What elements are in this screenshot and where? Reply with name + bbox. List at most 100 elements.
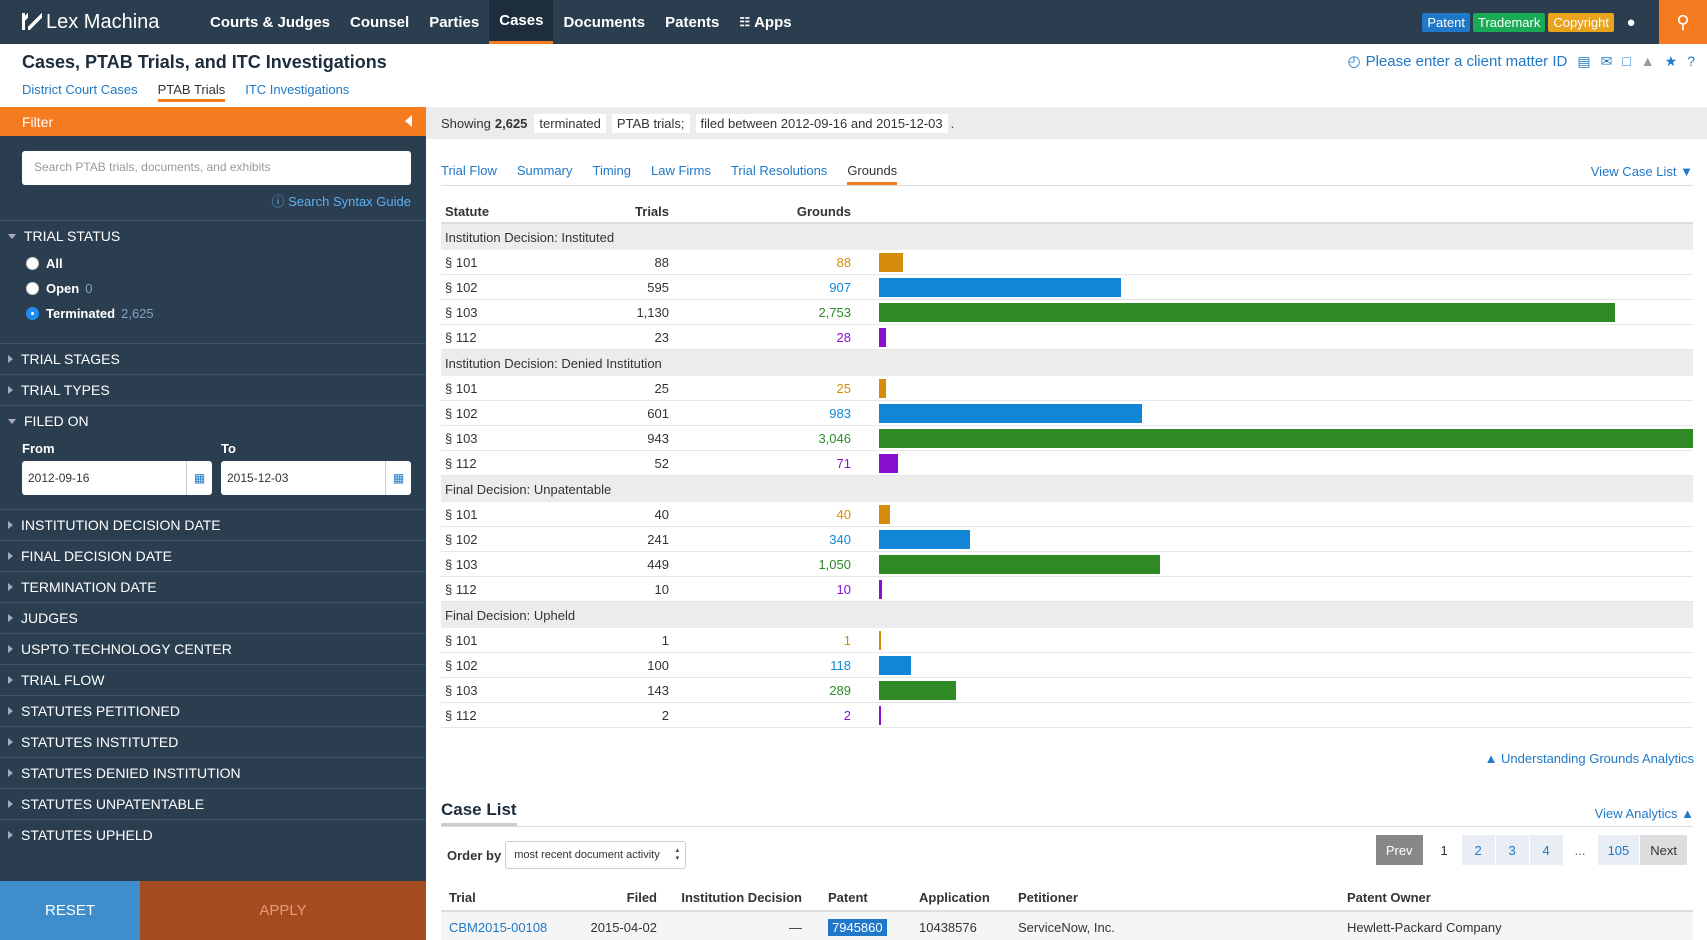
grounds-bar[interactable] [879,303,1615,322]
page-2[interactable]: 2 [1461,835,1495,865]
grounds-bar[interactable] [879,580,882,599]
section-trial-status-header[interactable]: TRIAL STATUS [0,221,426,251]
nav-courts-judges[interactable]: Courts & Judges [210,13,331,31]
tab-grounds[interactable]: Grounds [847,163,898,185]
next-page-button[interactable]: Next [1640,835,1687,865]
section-statutes-unpatentable[interactable]: STATUTES UNPATENTABLE [0,788,426,819]
patent-badge[interactable]: Patent [1422,12,1470,32]
grounds-bar[interactable] [879,681,956,700]
calendar-icon[interactable]: ▦ [186,461,212,495]
grounds-count[interactable]: 28 [836,329,851,345]
section-final-decision-date[interactable]: FINAL DECISION DATE [0,540,426,571]
tab-itc-investigations[interactable]: ITC Investigations [245,82,350,97]
section-statutes-petitioned[interactable]: STATUTES PETITIONED [0,695,426,726]
reset-button[interactable]: RESET [0,881,140,940]
tab-trial-resolutions[interactable]: Trial Resolutions [730,163,828,178]
search-input[interactable]: Search PTAB trials, documents, and exhib… [22,151,411,185]
grounds-count[interactable]: 25 [836,380,851,396]
section-statutes-upheld[interactable]: STATUTES UPHELD [0,819,426,850]
radio-terminated[interactable] [26,307,39,320]
tab-trial-flow[interactable]: Trial Flow [441,163,497,178]
prev-page-button[interactable]: Prev [1375,835,1423,865]
chart-icon[interactable]: ▤ [1577,52,1591,69]
trials-count[interactable]: 25 [654,380,669,396]
summary-status-chip[interactable]: terminated [534,113,606,133]
logo[interactable]: Lex Machina [0,0,200,44]
nav-patents[interactable]: Patents [665,13,720,31]
document-icon[interactable]: □ [1622,53,1631,69]
col-patent[interactable]: Patent [828,889,868,905]
trials-count[interactable]: 143 [647,682,669,698]
grounds-count[interactable]: 10 [836,581,851,597]
nav-cases[interactable]: Cases [489,0,554,44]
grounds-count[interactable]: 118 [830,657,851,673]
col-petitioner[interactable]: Petitioner [1018,889,1078,905]
petitioner[interactable]: ServiceNow, Inc. [1018,919,1115,935]
trials-count[interactable]: 40 [654,506,669,522]
section-institution-decision-date[interactable]: INSTITUTION DECISION DATE [0,509,426,540]
grounds-count[interactable]: 88 [836,254,851,270]
copyright-badge[interactable]: Copyright [1548,12,1614,32]
grounds-count[interactable]: 340 [829,531,851,547]
to-date-field[interactable]: 2015-12-03 ▦ [221,461,411,495]
status-option-open[interactable]: Open 0 [0,276,426,301]
tab-timing[interactable]: Timing [592,163,632,178]
trials-count[interactable]: 241 [647,531,669,547]
from-date-field[interactable]: 2012-09-16 ▦ [22,461,212,495]
section-statutes-instituted[interactable]: STATUTES INSTITUTED [0,726,426,757]
grounds-bar[interactable] [879,278,1121,297]
trials-count[interactable]: 100 [647,657,669,673]
page-3[interactable]: 3 [1495,835,1529,865]
tab-district-court-cases[interactable]: District Court Cases [22,82,138,97]
grounds-count[interactable]: 1,050 [818,556,851,572]
grounds-count[interactable]: 1 [843,632,851,648]
help-icon[interactable]: ? [1687,53,1695,69]
page-4[interactable]: 4 [1529,835,1563,865]
section-uspto-technology-center[interactable]: USPTO TECHNOLOGY CENTER [0,633,426,664]
col-patent-owner[interactable]: Patent Owner [1347,889,1431,905]
section-statutes-denied-institution[interactable]: STATUTES DENIED INSTITUTION [0,757,426,788]
page-last[interactable]: 105 [1597,835,1640,865]
star-icon[interactable]: ★ [1664,52,1678,69]
radio-open[interactable] [26,282,39,295]
tab-ptab-trials[interactable]: PTAB Trials [157,82,226,102]
trials-count[interactable]: 52 [654,455,669,471]
collapse-left-icon[interactable] [405,115,412,127]
grounds-count[interactable]: 3,046 [818,430,851,446]
section-filed-on[interactable]: FILED ON [0,405,426,436]
search-icon[interactable]: ⚲ [1659,0,1707,44]
grounds-count[interactable]: 289 [829,682,851,698]
tab-law-firms[interactable]: Law Firms [651,163,711,178]
col-application[interactable]: Application [919,889,990,905]
radio-all[interactable] [26,257,39,270]
grounds-bar[interactable] [879,656,911,675]
grounds-count[interactable]: 71 [836,455,851,471]
trials-count[interactable]: 88 [654,254,669,270]
nav-parties[interactable]: Parties [429,13,480,31]
grounds-bar[interactable] [879,253,903,272]
grounds-bar[interactable] [879,379,886,398]
tab-summary[interactable]: Summary [516,163,573,178]
apply-button[interactable]: APPLY [140,881,426,940]
patent-number-link[interactable]: 7945860 [828,918,887,936]
nav-counsel[interactable]: Counsel [350,13,410,31]
trials-count[interactable]: 449 [647,556,669,572]
grounds-count[interactable]: 907 [829,279,851,295]
grounds-count[interactable]: 2 [843,707,851,723]
bell-icon[interactable]: ▲ [1640,53,1655,69]
section-judges[interactable]: JUDGES [0,602,426,633]
nav-documents[interactable]: Documents [563,13,646,31]
grounds-count[interactable]: 2,753 [818,304,851,320]
grounds-bar[interactable] [879,429,1693,448]
grounds-bar[interactable] [879,454,898,473]
client-matter-link[interactable]: Please enter a client matter ID [1365,52,1568,70]
section-trial-stages[interactable]: TRIAL STAGES [0,343,426,374]
trials-count[interactable]: 1 [661,632,669,648]
patent-owner[interactable]: Hewlett-Packard Company [1347,919,1502,935]
grounds-bar[interactable] [879,555,1160,574]
col-filed[interactable]: Filed [626,889,657,905]
view-case-list-link[interactable]: View Case List ▼ [1591,164,1693,179]
mail-icon[interactable]: ✉ [1600,52,1613,69]
trial-link[interactable]: CBM2015-00108 [449,919,548,935]
section-trial-types[interactable]: TRIAL TYPES [0,374,426,405]
